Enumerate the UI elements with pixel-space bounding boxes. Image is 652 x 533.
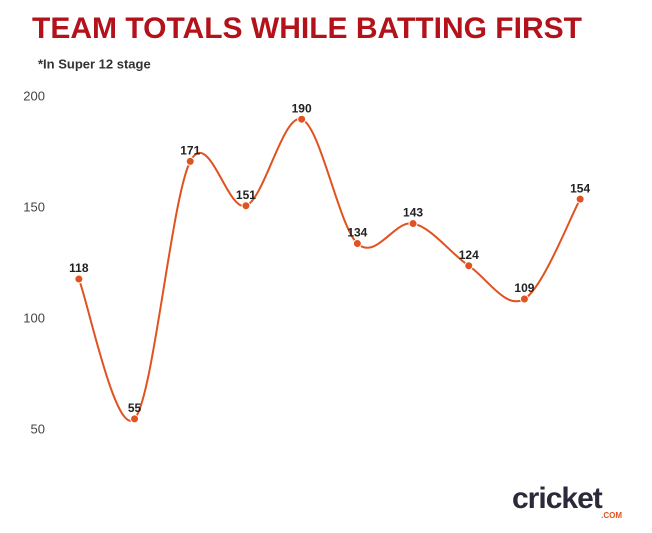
point (464, 261, 474, 271)
chart-title: TEAM TOTALS WHILE BATTING FIRST (32, 12, 582, 45)
y-tick-label: 100 (23, 310, 45, 325)
value-label: 151 (236, 188, 256, 202)
point (130, 414, 140, 424)
value-label: 134 (347, 226, 367, 240)
point (408, 219, 418, 229)
value-label: 109 (514, 281, 534, 295)
y-tick-label: 50 (31, 421, 45, 436)
value-label: 143 (403, 206, 423, 220)
point (575, 194, 585, 204)
value-label: 55 (128, 401, 142, 415)
point (185, 156, 195, 166)
value-label: 124 (459, 248, 479, 262)
point (297, 114, 307, 124)
value-label: 171 (180, 144, 200, 158)
logo: cricket (512, 482, 603, 515)
point (241, 201, 251, 211)
line (77, 118, 582, 422)
value-label: 118 (69, 261, 89, 275)
value-label: 190 (292, 101, 312, 115)
y-tick-label: 200 (23, 88, 45, 103)
point (519, 294, 529, 304)
y-tick-label: 150 (23, 199, 45, 214)
point (352, 239, 362, 249)
logo-sub: .COM (601, 511, 622, 520)
chart-subtitle: *In Super 12 stage (38, 56, 151, 71)
value-label: 154 (570, 181, 590, 195)
point (74, 274, 84, 284)
